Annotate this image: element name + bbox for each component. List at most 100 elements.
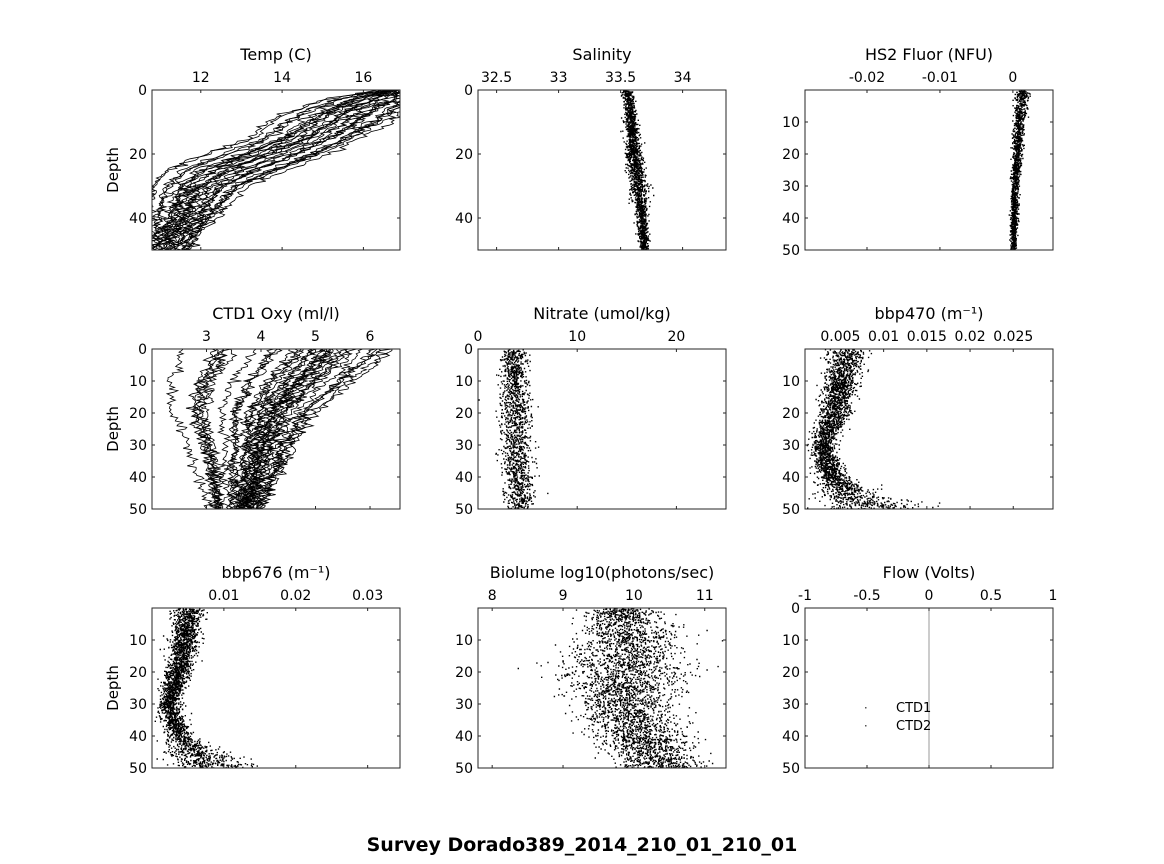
x-tick-label: 3 [202, 329, 211, 345]
profile-line [173, 92, 400, 250]
y-tick-label: 40 [129, 470, 147, 486]
y-tick-label: 10 [129, 374, 147, 390]
legend-entry: CTD1 [896, 701, 931, 716]
y-tick-label: 40 [782, 211, 800, 227]
x-tick-label: 33 [550, 70, 568, 86]
subplot-1: 12 14 16 0 20 40 Temp (C) Depth [104, 45, 401, 251]
y-tick-label: 40 [782, 729, 800, 745]
profile-line [227, 349, 279, 509]
x-tick-label: 0 [474, 329, 483, 345]
profile-line [239, 349, 332, 509]
profile-line [152, 90, 377, 221]
subplot-8: 8 9 10 11 10 20 30 40 50 Biolume log10(photons/se… [455, 563, 727, 777]
y-tick-label: 10 [455, 633, 473, 649]
y-tick-label: 30 [455, 697, 473, 713]
profile-line [192, 349, 223, 509]
y-tick-label: 20 [455, 406, 473, 422]
y-tick-label: 50 [129, 502, 147, 518]
y-tick-label: 50 [782, 243, 800, 259]
x-tick-label: 1 [1049, 588, 1058, 604]
x-tick-label: 33.5 [605, 70, 636, 86]
data-points [517, 608, 724, 768]
data-points [620, 90, 655, 250]
y-tick-label: 30 [129, 438, 147, 454]
x-tick-label: 10 [625, 588, 643, 604]
x-tick-label: 32.5 [481, 70, 512, 86]
x-tick-label: 0.03 [352, 588, 383, 604]
x-tick-label: 20 [667, 329, 685, 345]
y-tick-label: 50 [782, 502, 800, 518]
subplot-4: 3 4 5 6 0 10 20 30 40 50 CTD1 Oxy (ml/l) Depth [104, 304, 401, 518]
x-tick-label: -0.02 [849, 70, 885, 86]
subplot-title: Flow (Volts) [883, 563, 976, 582]
x-tick-label: 0.02 [280, 588, 311, 604]
axes-box [151, 348, 401, 510]
profile-line [161, 90, 397, 250]
subplot-title: bbp676 (m⁻¹) [221, 563, 330, 582]
y-tick-label: 20 [782, 665, 800, 681]
profile-line [255, 349, 376, 509]
profile-line [180, 101, 400, 250]
data-points [806, 349, 941, 509]
profile-line [165, 349, 213, 509]
profile-line [216, 349, 257, 509]
x-tick-label: 0 [1008, 70, 1017, 86]
x-tick-label: 0.015 [907, 329, 947, 345]
y-tick-label: 50 [782, 761, 800, 777]
data-points [1008, 90, 1031, 250]
profile-line [183, 107, 400, 250]
subplot-title: HS2 Fluor (NFU) [865, 45, 993, 64]
y-axis-label: Depth [104, 147, 122, 193]
y-tick-label: 0 [464, 342, 473, 358]
x-tick-label: -0.01 [922, 70, 958, 86]
y-tick-label: 50 [129, 761, 147, 777]
axes-box [151, 89, 401, 251]
x-tick-label: 0.02 [954, 329, 985, 345]
profile-line [169, 90, 400, 250]
subplot-title: Biolume log10(photons/sec) [490, 563, 715, 582]
profile-line [255, 349, 393, 509]
x-tick-label: 0 [925, 588, 934, 604]
profile-line [236, 349, 305, 509]
subplot-3: -0.02 -0.01 0 10 20 30 40 50 HS2 Fluor (NFU) [782, 45, 1054, 259]
x-tick-label: 0.025 [993, 329, 1033, 345]
profile-line [174, 90, 399, 250]
x-tick-label: 4 [257, 329, 266, 345]
profile-line [165, 90, 400, 250]
subplot-2: 32.5 33 33.5 34 0 20 40 Salinity [455, 45, 727, 251]
legend-entry: CTD2 [896, 719, 931, 734]
x-tick-label: 5 [311, 329, 320, 345]
y-tick-label: 20 [129, 665, 147, 681]
y-tick-label: 10 [782, 374, 800, 390]
legend-marker [865, 725, 867, 727]
y-tick-label: 40 [455, 470, 473, 486]
y-tick-label: 20 [129, 406, 147, 422]
profile-line [258, 349, 393, 509]
subplot-title: Salinity [572, 45, 631, 64]
subplot-7: 0.01 0.02 0.03 10 20 30 40 50 bbp676 (m⁻¹) Depth [104, 563, 401, 777]
y-axis-label: Depth [104, 665, 122, 711]
y-tick-label: 10 [782, 115, 800, 131]
profile-line [235, 349, 318, 509]
y-tick-label: 10 [782, 633, 800, 649]
axes-box [804, 89, 1054, 251]
y-tick-label: 20 [782, 147, 800, 163]
y-tick-label: 30 [782, 438, 800, 454]
y-tick-label: 40 [455, 729, 473, 745]
x-tick-label: 10 [568, 329, 586, 345]
x-tick-label: 34 [674, 70, 692, 86]
subplot-6: 0.005 0.01 0.015 0.02 0.025 10 20 30 40 50 bbp470 … [782, 304, 1054, 518]
axes-box [804, 348, 1054, 510]
profile-line [227, 349, 283, 509]
subplot-title: bbp470 (m⁻¹) [874, 304, 983, 323]
y-tick-label: 40 [455, 211, 473, 227]
x-tick-label: 8 [488, 588, 497, 604]
subplot-title: Temp (C) [239, 45, 311, 64]
x-tick-label: 14 [273, 70, 291, 86]
y-tick-label: 50 [455, 502, 473, 518]
data-marks [1008, 90, 1031, 250]
y-tick-label: 40 [129, 729, 147, 745]
x-tick-label: 0.01 [868, 329, 899, 345]
data-marks [165, 349, 393, 509]
